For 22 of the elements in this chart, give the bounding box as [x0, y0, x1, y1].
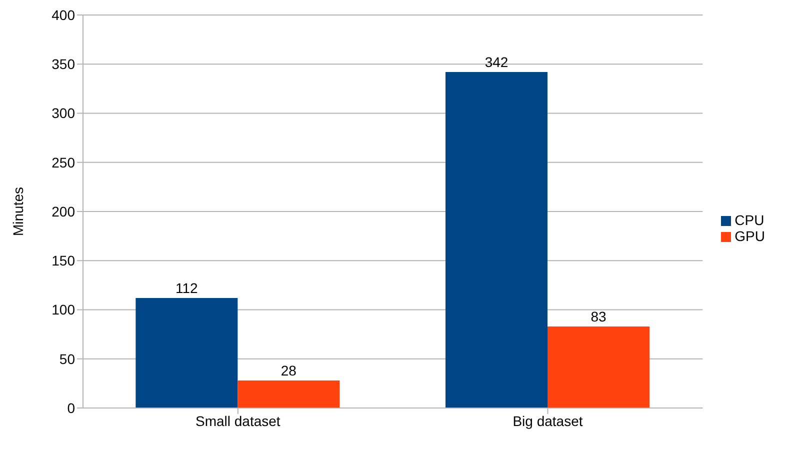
y-tick-label: 250 [52, 154, 76, 170]
legend-label: CPU [734, 212, 764, 228]
y-tick-label: 50 [59, 350, 76, 367]
bar [238, 380, 340, 408]
y-axis-title: Minutes [10, 186, 26, 236]
x-tick-label: Small dataset [196, 412, 280, 429]
y-tick-label: 300 [52, 105, 76, 122]
bar [446, 72, 548, 408]
y-tick-label: 200 [52, 203, 76, 220]
y-tick-label: 0 [67, 400, 76, 416]
y-tick-label: 100 [52, 302, 76, 318]
bar [548, 326, 650, 408]
bar [136, 298, 238, 408]
data-label: 28 [280, 362, 297, 378]
data-label: 83 [590, 308, 606, 324]
x-tick-label: Big dataset [512, 412, 583, 429]
y-tick-label: 150 [52, 252, 76, 269]
y-tick-label: 350 [52, 56, 76, 72]
y-tick-label: 400 [52, 6, 76, 23]
data-label: 342 [484, 54, 508, 70]
data-label: 112 [176, 280, 198, 296]
legend-label: GPU [734, 228, 765, 244]
